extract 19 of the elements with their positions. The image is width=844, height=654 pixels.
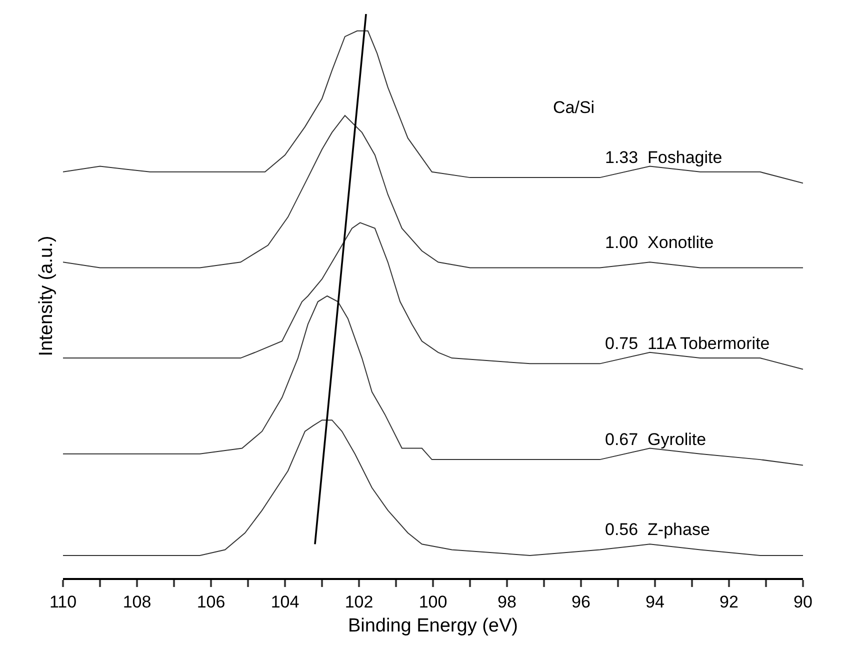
x-tick-label: 96 [572,592,590,612]
x-tick-label: 108 [122,592,152,612]
x-tick-label: 92 [720,592,738,612]
series-label: 0.75 11A Tobermorite [605,334,770,353]
y-axis-title: Intensity (a.u.) [36,236,57,356]
x-tick-label: 94 [646,592,664,612]
series-label: 0.67 Gyrolite [605,430,706,449]
x-tick-label: 106 [196,592,226,612]
x-tick-label: 90 [794,592,812,612]
x-axis-title: Binding Energy (eV) [348,616,518,637]
x-tick-label: 110 [49,592,77,612]
legend-title: Ca/Si [553,98,595,117]
series-label: 0.56 Z-phase [605,520,710,539]
x-tick-label: 100 [418,592,448,612]
x-tick-label: 104 [270,592,300,612]
x-tick-label: 102 [344,592,374,612]
series-label: 1.00 Xonotlite [605,233,714,252]
x-tick-label: 98 [498,592,516,612]
series-label: 1.33 Foshagite [605,148,722,167]
